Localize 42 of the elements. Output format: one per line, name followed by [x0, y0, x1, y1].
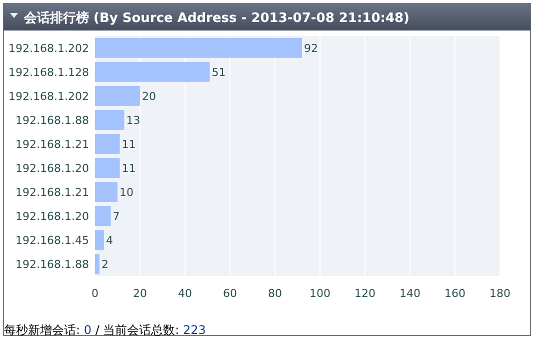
data-label: 2: [102, 258, 108, 272]
x-tick-label: 120: [354, 287, 376, 300]
y-tick-label: 192.168.1.202: [8, 90, 89, 103]
y-tick-label: 192.168.1.45: [16, 234, 89, 248]
y-tick-label: 192.168.1.88: [16, 258, 89, 272]
x-tick-label: 180: [490, 287, 510, 300]
bar: [95, 158, 120, 178]
x-tick-label: 100: [310, 287, 330, 300]
y-tick-label: 192.168.1.128: [8, 66, 89, 79]
bar: [95, 86, 140, 106]
y-tick-label: 192.168.1.88: [16, 114, 89, 127]
x-tick-label: 0: [92, 287, 98, 300]
y-tick-label: 192.168.1.21: [16, 138, 89, 151]
bar: [95, 206, 111, 226]
bar: [95, 62, 210, 82]
y-tick-label: 192.168.1.21: [16, 186, 89, 200]
bar: [95, 230, 104, 250]
y-tick-label: 192.168.1.202: [8, 42, 89, 55]
data-label: 20: [142, 90, 156, 103]
x-tick-label: 20: [133, 287, 147, 300]
x-tick-label: 160: [444, 287, 466, 300]
bar: [95, 38, 302, 58]
x-tick-label: 80: [268, 287, 282, 300]
chart-title: 会话排行榜 (By Source Address - 2013-07-08 21:10:48): [23, 10, 410, 26]
data-label: 13: [126, 114, 140, 127]
data-label: 11: [122, 162, 136, 176]
bar: [95, 134, 120, 154]
y-tick-label: 192.168.1.20: [16, 210, 89, 224]
y-tick-label: 192.168.1.20: [16, 162, 89, 176]
bar: [95, 182, 118, 202]
data-label: 92: [304, 42, 318, 55]
data-label: 11: [122, 138, 136, 151]
x-tick-label: 140: [400, 287, 420, 300]
text: 每秒新增会话: 0 / 当前会话总数: 223: [4, 323, 206, 337]
data-label: 4: [106, 234, 113, 248]
data-label: 51: [212, 66, 226, 79]
x-tick-label: 60: [223, 287, 237, 300]
bar: [95, 110, 124, 130]
data-label: 10: [120, 186, 134, 200]
data-label: 7: [112, 210, 120, 224]
bar: [95, 254, 100, 274]
x-tick-label: 40: [178, 287, 192, 300]
